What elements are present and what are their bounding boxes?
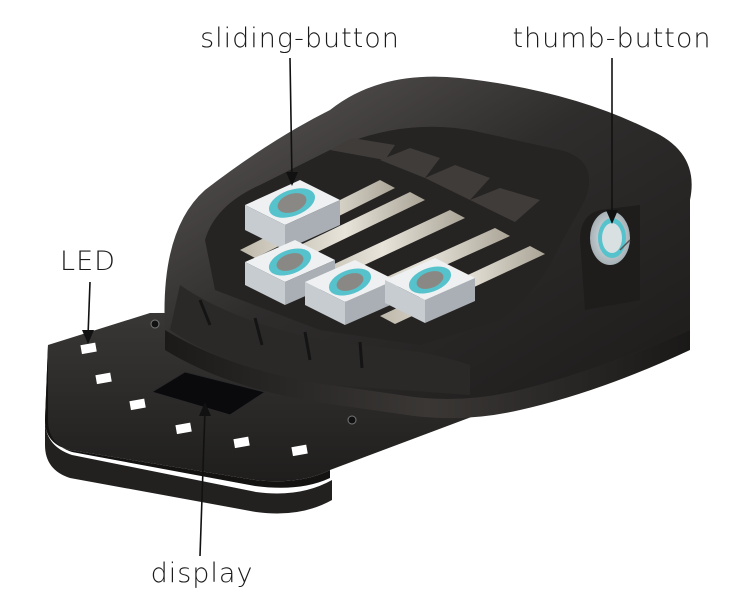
sliding-button-3 (305, 260, 395, 325)
led-4 (175, 422, 192, 435)
arrowhead-display (199, 402, 211, 416)
leader-sliding-button (289, 57, 293, 181)
led-array (80, 342, 308, 457)
arrowhead-thumb-button (606, 210, 618, 224)
label-led: LED (60, 246, 116, 277)
label-thumb-button: thumb-button (512, 23, 711, 54)
led-6 (291, 444, 308, 457)
leader-led (87, 281, 91, 337)
led-2 (95, 372, 112, 385)
sliding-button-4 (385, 258, 475, 323)
sliding-button-1 (245, 180, 340, 250)
leader-display (199, 409, 206, 557)
label-display: display (151, 558, 254, 589)
sliding-button (245, 180, 475, 325)
led-1 (80, 342, 97, 355)
arrowhead-led (82, 330, 94, 344)
thumb-button (580, 205, 640, 310)
arrowhead-sliding-button (286, 172, 298, 186)
led-5 (233, 436, 250, 449)
led-3 (129, 398, 146, 411)
callouts: sliding-button thumb-button LED display (60, 23, 711, 589)
label-sliding-button: sliding-button (200, 23, 400, 54)
